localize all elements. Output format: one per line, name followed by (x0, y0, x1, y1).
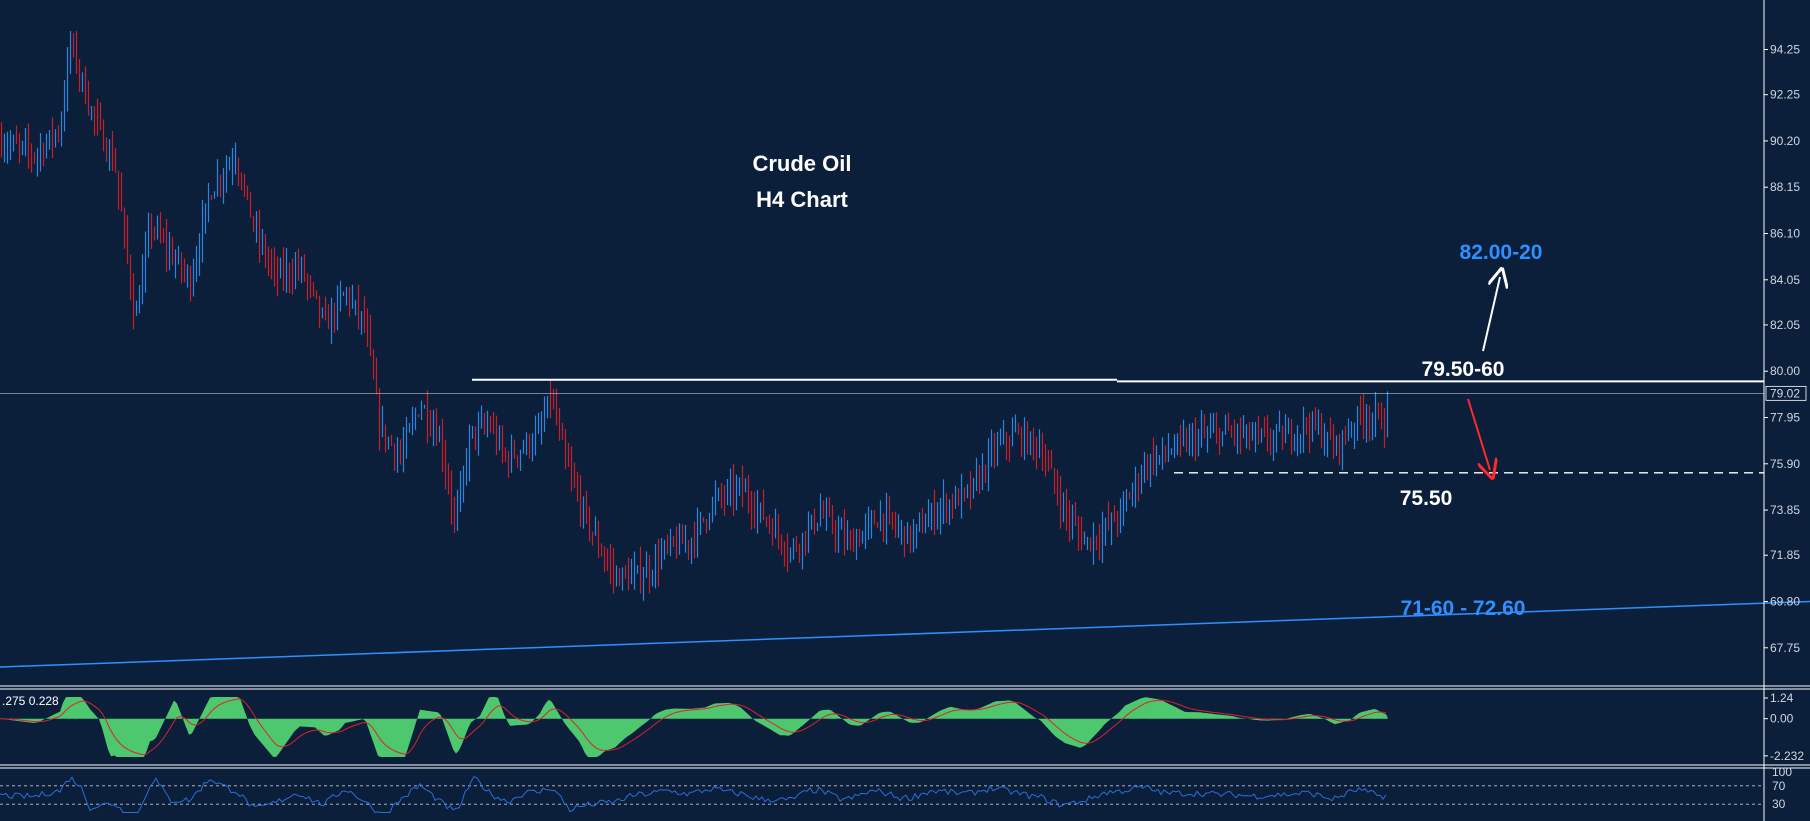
rsi-tick-label: 30 (1772, 797, 1786, 811)
macd-tick-label: -2.232 (1770, 749, 1804, 763)
y-tick-label: 75.90 (1770, 457, 1800, 471)
rsi-tick-label: 100 (1772, 765, 1792, 779)
y-tick-label: 80.00 (1770, 364, 1800, 378)
y-tick-label: 71.85 (1770, 548, 1800, 562)
y-tick-label: 86.10 (1770, 227, 1800, 241)
y-tick-label: 73.85 (1770, 503, 1800, 517)
y-tick-label: 77.95 (1770, 411, 1800, 425)
macd-panel: 1.24 0.00 -2.232 (0, 691, 1804, 763)
y-tick-label: 88.15 (1770, 180, 1800, 194)
rsi-tick-label: 70 (1772, 779, 1786, 793)
y-tick-label: 69.80 (1770, 594, 1800, 608)
y-tick-label: 84.05 (1770, 273, 1800, 287)
current-price-label: 79.02 (1770, 386, 1800, 400)
y-tick-label: 94.25 (1770, 43, 1800, 57)
ascending-trendline (0, 600, 1810, 668)
current-price-box (1765, 385, 1807, 401)
bearish-arrow (1467, 398, 1490, 470)
y-tick-label: 82.05 (1770, 318, 1800, 332)
macd-tick-label: 1.24 (1770, 691, 1794, 705)
candles-layer (0, 30, 1389, 601)
level-label-79-50: 79.50-60 (1422, 358, 1505, 381)
macd-values-label: .275 0.228 (2, 694, 59, 708)
chart-subtitle: H4 Chart (756, 187, 848, 212)
macd-histogram (0, 697, 1388, 757)
chart-title: Crude Oil (752, 151, 851, 176)
level-label-82: 82.00-20 (1460, 241, 1543, 264)
y-tick-label: 67.75 (1770, 641, 1800, 655)
overlays-layer (0, 277, 1810, 668)
rsi-line (0, 775, 1387, 814)
level-label-71-60: 71-60 - 72.60 (1401, 597, 1526, 620)
bullish-arrow (1482, 277, 1500, 352)
level-label-75-50: 75.50 (1400, 487, 1453, 510)
y-tick-label: 92.25 (1770, 88, 1800, 102)
macd-signal-line (0, 698, 1387, 756)
y-tick-label: 90.20 (1770, 134, 1800, 148)
macd-tick-label: 0.00 (1770, 712, 1794, 726)
